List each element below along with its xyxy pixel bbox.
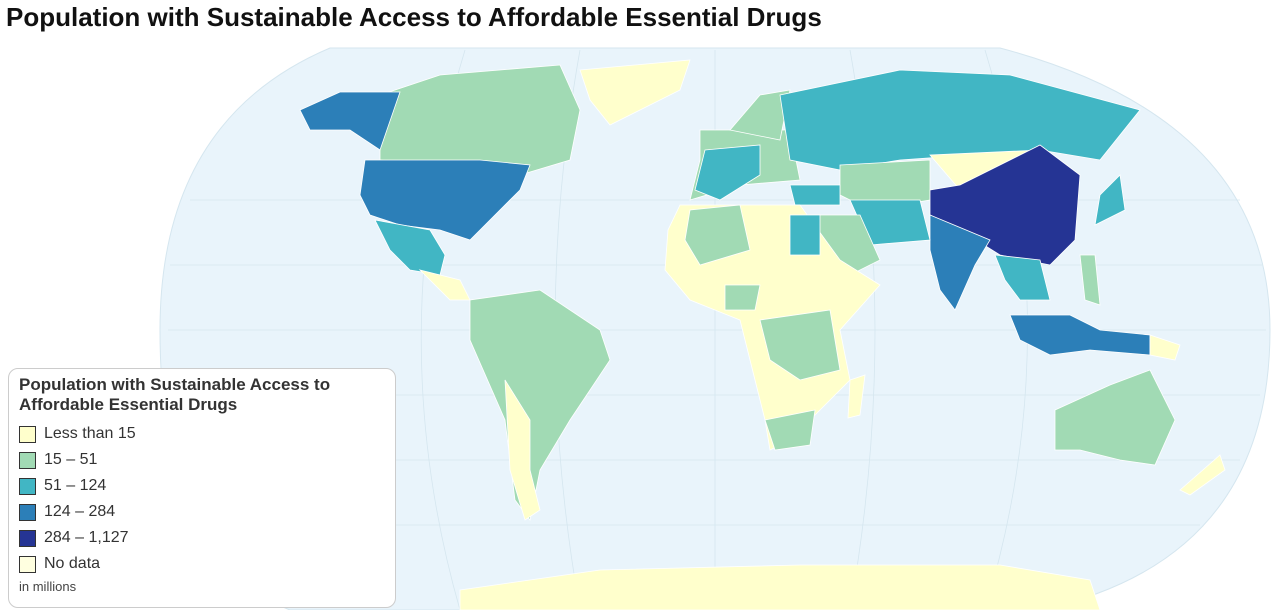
country: [724, 284, 761, 311]
legend-label: 51 – 124: [44, 477, 107, 494]
map-title: Population with Sustainable Access to Af…: [6, 2, 822, 32]
country: [579, 59, 691, 126]
country: [1054, 369, 1176, 466]
country: [1094, 174, 1126, 226]
legend-item[interactable]: 51 – 124: [19, 473, 385, 499]
country: [684, 204, 751, 266]
country: [359, 159, 531, 241]
legend-swatch: [19, 555, 36, 573]
country: [929, 214, 991, 311]
legend-note: in millions: [19, 579, 77, 594]
country: [729, 89, 791, 141]
legend-swatch: [19, 477, 36, 495]
country: [759, 309, 841, 381]
country: [779, 69, 1141, 171]
country: [789, 214, 821, 256]
country: [694, 144, 761, 201]
country: [1149, 334, 1181, 361]
country: [504, 379, 541, 521]
legend-swatch: [19, 503, 36, 521]
legend-label: 15 – 51: [44, 451, 98, 468]
legend-item[interactable]: 284 – 1,127: [19, 525, 385, 551]
countries: [299, 59, 1226, 610]
legend-item[interactable]: No data: [19, 551, 385, 577]
legend-item[interactable]: 15 – 51: [19, 447, 385, 473]
country: [1079, 254, 1101, 306]
legend-item[interactable]: Less than 15: [19, 421, 385, 447]
country: [459, 564, 1101, 610]
country: [789, 184, 841, 206]
country: [994, 254, 1051, 301]
legend-item[interactable]: 124 – 284: [19, 499, 385, 525]
legend-swatch: [19, 529, 36, 547]
legend-swatch: [19, 451, 36, 469]
legend-label: 124 – 284: [44, 503, 116, 520]
country: [299, 91, 401, 151]
country: [847, 374, 866, 419]
country: [1179, 454, 1226, 496]
legend-title: Population with Sustainable Access to Af…: [19, 375, 331, 414]
country: [469, 289, 611, 521]
legend-label: 284 – 1,127: [44, 529, 129, 546]
legend: Population with Sustainable Access to Af…: [8, 368, 396, 608]
legend-label: Less than 15: [44, 425, 136, 442]
country: [764, 409, 816, 451]
legend-swatch: [19, 425, 36, 443]
legend-label: No data: [44, 555, 101, 572]
legend-items: Less than 15 15 – 51 51 – 124 124 – 284 284 …: [19, 421, 385, 577]
